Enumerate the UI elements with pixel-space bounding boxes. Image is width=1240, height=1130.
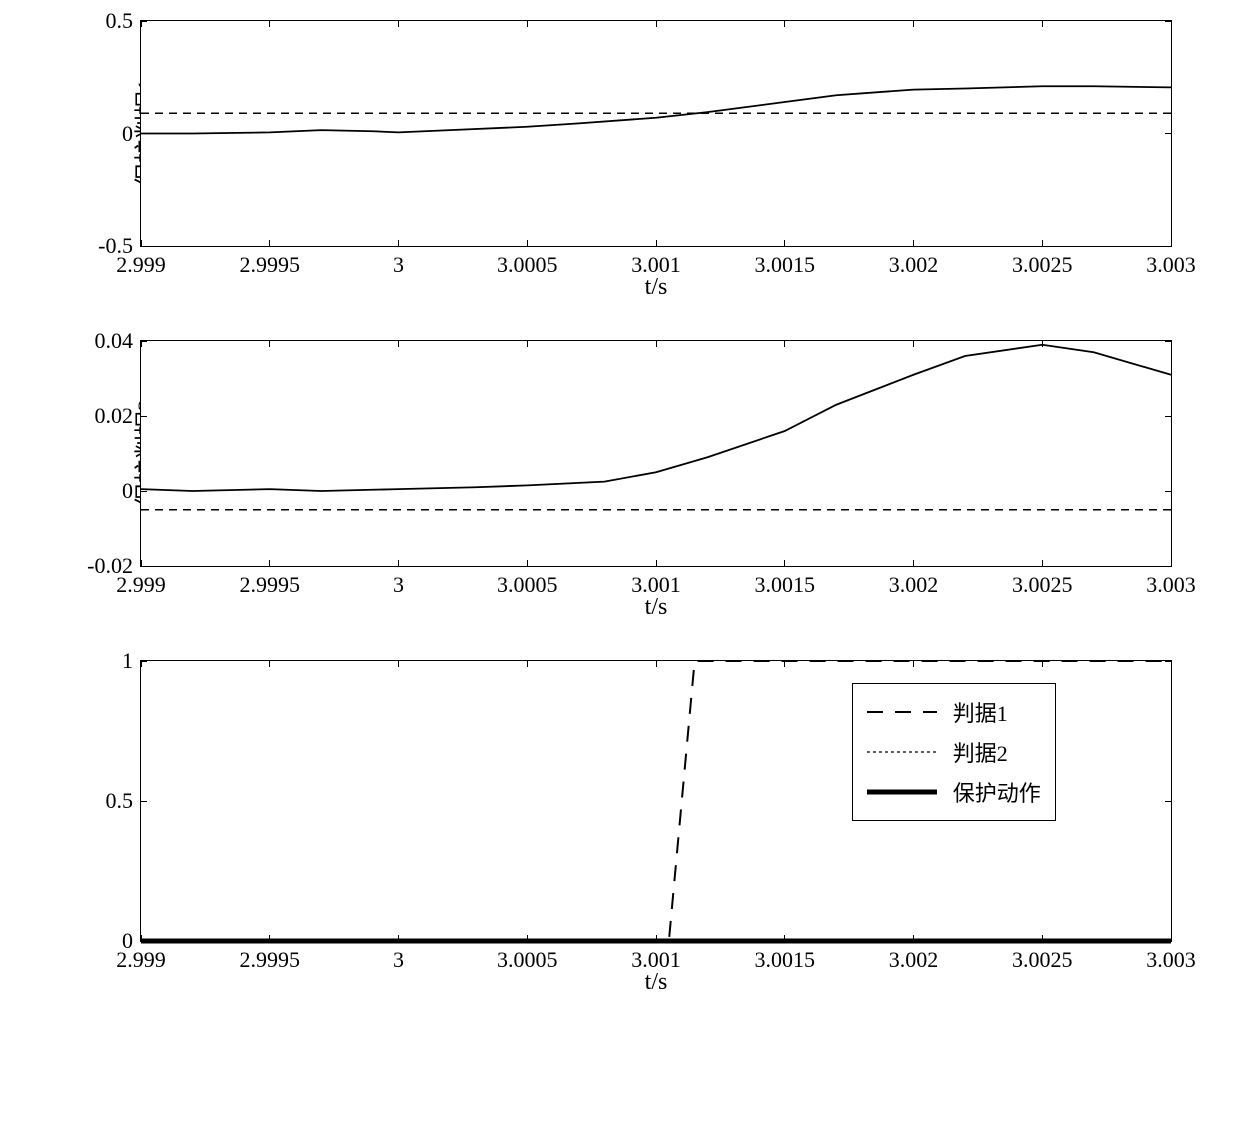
panel3: 保护动作情况00.512.9992.999533.00053.0013.0015… — [140, 660, 1170, 940]
x-tick-label: 2.9995 — [240, 947, 301, 973]
criterion2-line — [141, 345, 1171, 491]
panel2: 保护判据2-0.0200.020.042.9992.999533.00053.0… — [140, 340, 1170, 565]
x-tick-label: 3.0025 — [1012, 572, 1073, 598]
x-tick-label: 2.999 — [116, 947, 166, 973]
panel2-plot-area: -0.0200.020.042.9992.999533.00053.0013.0… — [140, 340, 1172, 567]
x-tick-label: 3.0015 — [755, 947, 816, 973]
panel1-svg — [141, 21, 1171, 246]
y-tick-label: 0 — [122, 121, 133, 147]
x-tick-label: 3 — [393, 947, 404, 973]
x-tick-label: 3.002 — [889, 252, 939, 278]
x-tick-label: 2.999 — [116, 252, 166, 278]
x-tick-label: 3.003 — [1146, 947, 1196, 973]
figure-root: 保护判据1-0.500.52.9992.999533.00053.0013.00… — [20, 20, 1220, 940]
y-tick-label: 1 — [122, 648, 133, 674]
x-tick-label: 3.0015 — [755, 252, 816, 278]
y-tick-label: 0.5 — [106, 8, 134, 34]
legend-row: 判据1 — [867, 692, 1041, 732]
y-tick-label: 0 — [122, 478, 133, 504]
panel3-xlabel: t/s — [645, 969, 668, 996]
legend-sample — [867, 746, 937, 758]
x-tick-label: 3.0005 — [497, 572, 558, 598]
legend: 判据1 判据2 保护动作 — [852, 683, 1056, 821]
legend-row: 判据2 — [867, 732, 1041, 772]
x-tick-label: 2.9995 — [240, 252, 301, 278]
x-tick-label: 3.0005 — [497, 947, 558, 973]
x-tick-label: 3 — [393, 252, 404, 278]
panel2-svg — [141, 341, 1171, 566]
legend-label: 判据2 — [953, 736, 1008, 768]
criterion1-line — [141, 86, 1171, 133]
x-tick-label: 3.0025 — [1012, 947, 1073, 973]
legend-label: 保护动作 — [953, 776, 1041, 808]
panel2-xlabel: t/s — [645, 594, 668, 621]
panel1-xlabel: t/s — [645, 274, 668, 301]
legend-label: 判据1 — [953, 696, 1008, 728]
x-tick-label: 3.0005 — [497, 252, 558, 278]
y-tick-label: 0.04 — [95, 328, 134, 354]
panel1-plot-area: -0.500.52.9992.999533.00053.0013.00153.0… — [140, 20, 1172, 247]
x-tick-label: 3.003 — [1146, 252, 1196, 278]
panel3-plot-area: 00.512.9992.999533.00053.0013.00153.0023… — [140, 660, 1172, 942]
x-tick-label: 3.0015 — [755, 572, 816, 598]
legend-sample — [867, 706, 937, 718]
x-tick-label: 3.002 — [889, 947, 939, 973]
legend-row: 保护动作 — [867, 772, 1041, 812]
x-tick-label: 2.999 — [116, 572, 166, 598]
y-tick-label: 0.02 — [95, 403, 134, 429]
legend-sample — [867, 786, 937, 798]
x-tick-label: 2.9995 — [240, 572, 301, 598]
x-tick-label: 3.003 — [1146, 572, 1196, 598]
panel1: 保护判据1-0.500.52.9992.999533.00053.0013.00… — [140, 20, 1170, 245]
y-tick-label: 0.5 — [106, 788, 134, 814]
x-tick-label: 3.0025 — [1012, 252, 1073, 278]
x-tick-label: 3.002 — [889, 572, 939, 598]
x-tick-label: 3 — [393, 572, 404, 598]
